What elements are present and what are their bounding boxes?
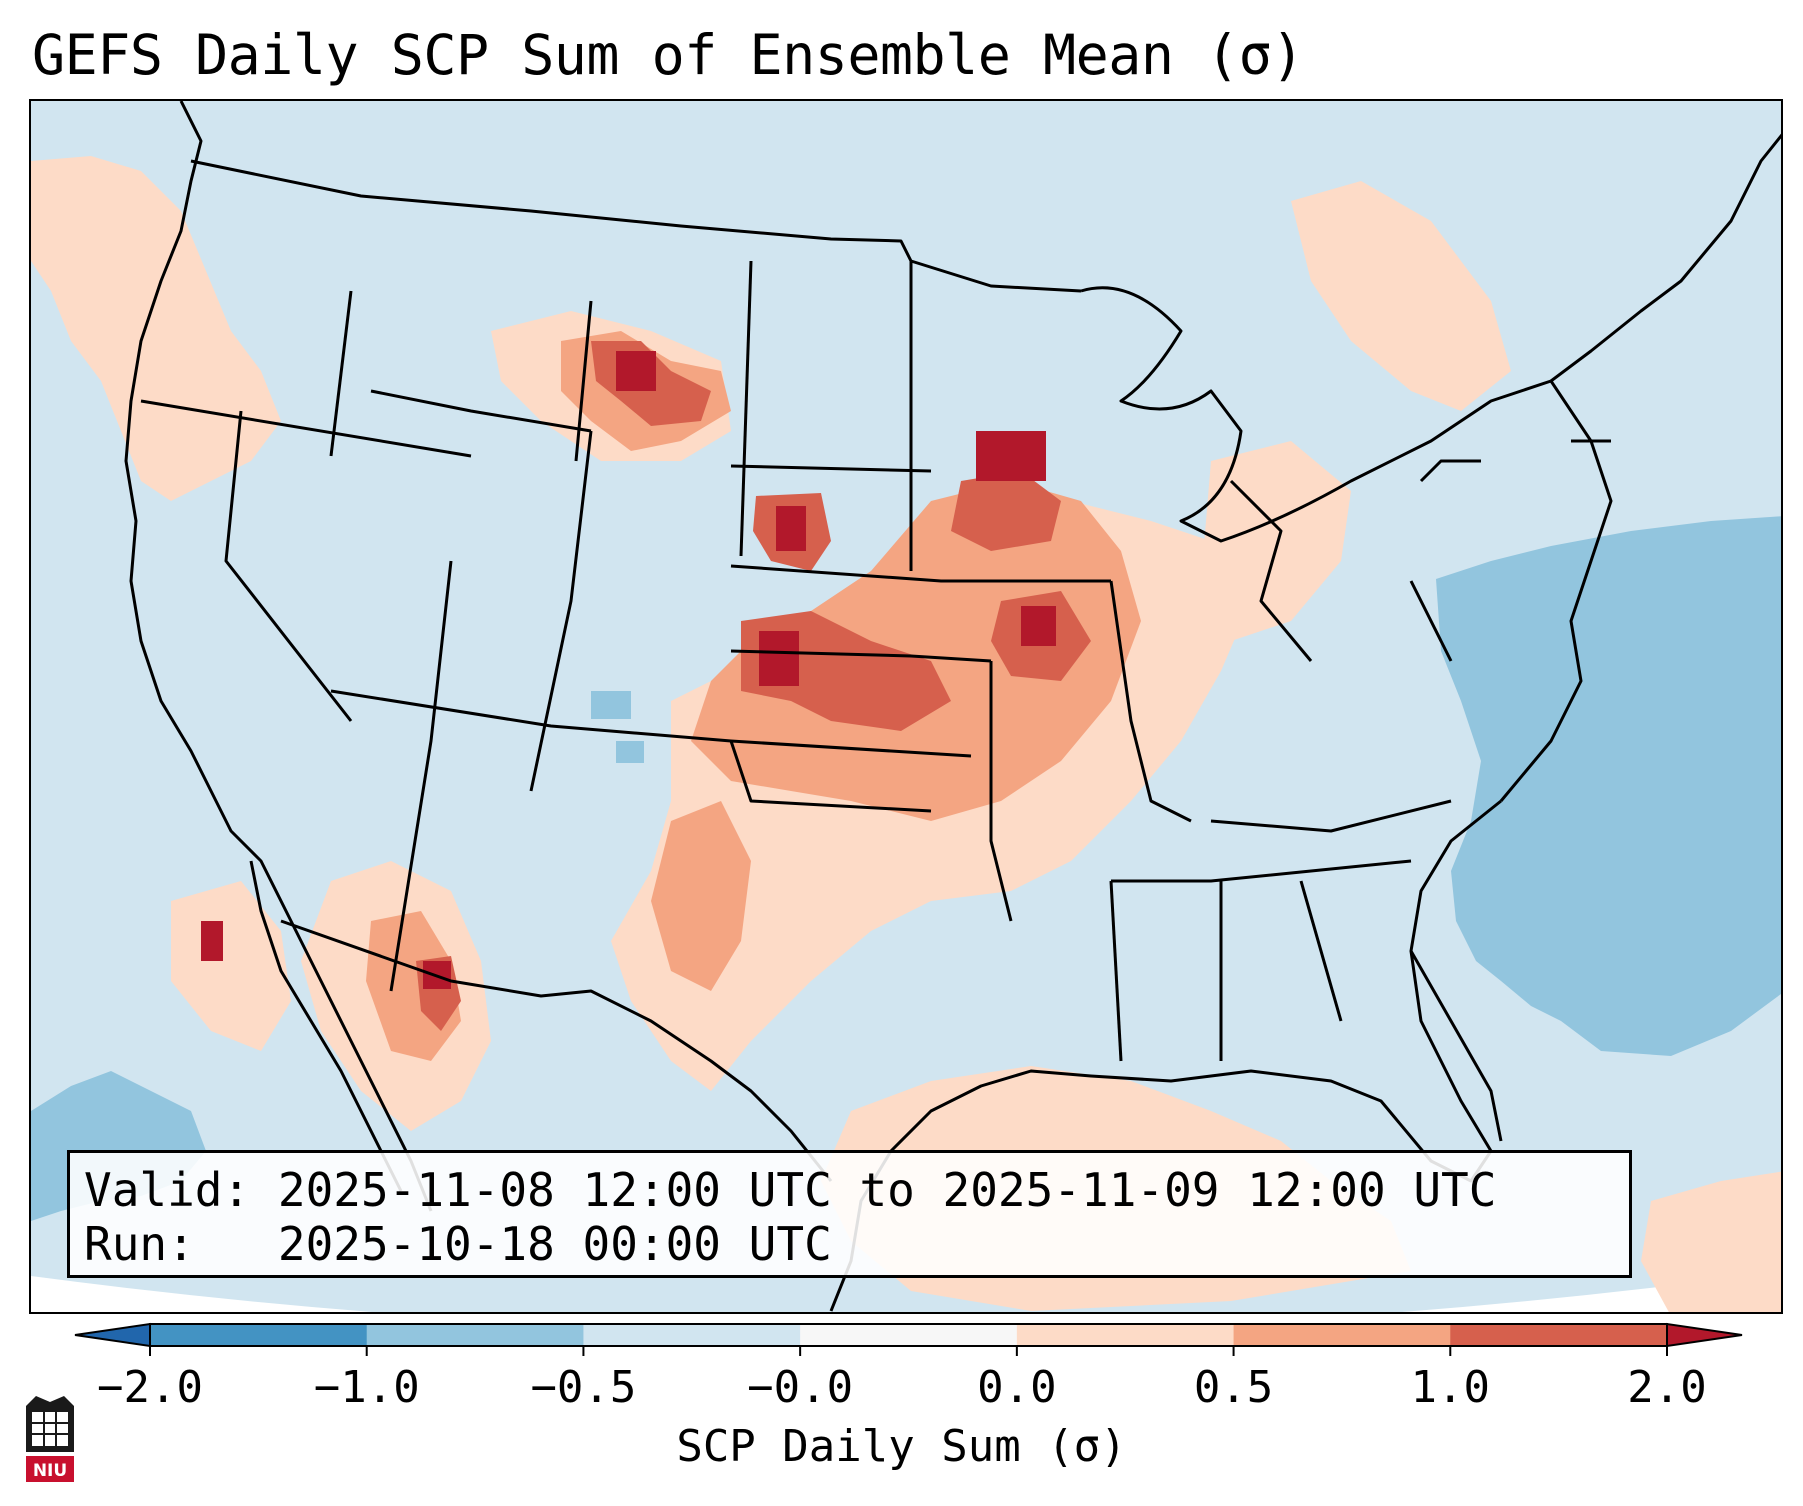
anomaly-pnw [31, 156, 281, 501]
valid-line: Valid: 2025-11-08 12:00 UTC to 2025-11-0… [84, 1163, 1629, 1217]
colorbar-tick-label: 1.0 [1410, 1362, 1491, 1413]
colorbar-bin [150, 1324, 368, 1346]
anomaly-baja-max [201, 921, 223, 961]
anomaly-kansas-max [759, 631, 799, 686]
colorbar-label: SCP Daily Sum (σ) [676, 1421, 1127, 1472]
colorbar-bin [1450, 1324, 1668, 1346]
colorbar-tick-label: 0.5 [1193, 1362, 1274, 1413]
colorbar-tick-label: −0.0 [747, 1362, 854, 1413]
colorbar-over-extend [1666, 1322, 1743, 1348]
validity-info-box: Valid: 2025-11-08 12:00 UTC to 2025-11-0… [67, 1150, 1632, 1278]
anomaly-field [31, 156, 1781, 1312]
anomaly-quebec [1291, 181, 1511, 411]
colorbar-tick-label: 2.0 [1627, 1362, 1707, 1413]
colorbar-tick-label: −0.5 [530, 1362, 637, 1413]
run-line: Run: 2025-10-18 00:00 UTC [84, 1217, 1629, 1271]
anomaly-missouri-max [1021, 606, 1056, 646]
colorbar-tick-label: 0.0 [977, 1362, 1057, 1413]
map-canvas [31, 101, 1781, 1312]
anomaly-baja [171, 881, 291, 1051]
map-outlines [124, 101, 1781, 1312]
anomaly-texas-med [651, 801, 751, 991]
domain-edge [31, 1271, 1781, 1312]
colorbar-under-extend [74, 1322, 151, 1348]
run-value: 2025-10-18 00:00 UTC [277, 1217, 832, 1271]
logo-text: NIU [33, 1461, 67, 1481]
valid-label: Valid: [84, 1163, 251, 1217]
colorbar-bin [800, 1324, 1018, 1346]
niu-logo: NIU [26, 1396, 74, 1482]
colorbar-tick-label: −2.0 [97, 1362, 203, 1413]
colorbar [74, 1322, 1743, 1356]
anomaly-minnesota-max [976, 431, 1046, 481]
anomaly-nebraska-max [776, 506, 806, 551]
anomaly-atlantic [1436, 516, 1781, 1056]
colorbar-bin [366, 1324, 584, 1346]
anomaly-colorado-neg2 [616, 741, 644, 763]
anomaly-caribbean [1641, 1171, 1781, 1312]
anomaly-colorado-neg [591, 691, 631, 719]
anomaly-ohio-valley [1201, 441, 1351, 641]
run-label: Run: [84, 1217, 195, 1271]
colorbar-bin [1233, 1324, 1451, 1346]
anomaly-iowa-strong [951, 471, 1061, 551]
map-panel [29, 99, 1783, 1314]
anomaly-midwest-med [691, 481, 1141, 821]
colorbar-bin [583, 1324, 801, 1346]
valid-value: 2025-11-08 12:00 UTC to 2025-11-09 12:00… [277, 1163, 1497, 1217]
colorbar-bin [1016, 1324, 1235, 1346]
colorbar-tick-label: −1.0 [313, 1362, 420, 1413]
colorbar-frame [149, 1323, 1668, 1347]
map-title: GEFS Daily SCP Sum of Ensemble Mean (σ) [32, 23, 1304, 87]
anomaly-montana-max [616, 351, 656, 391]
